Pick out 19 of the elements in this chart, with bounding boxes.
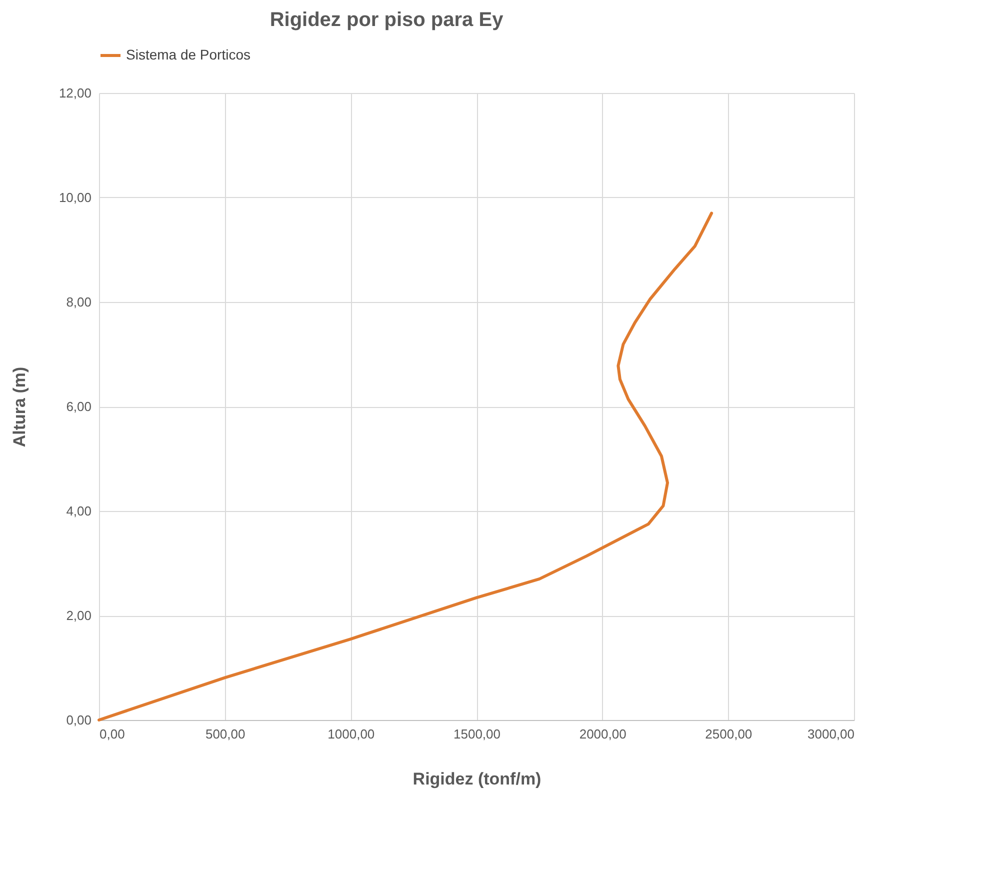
y-tick-label: 0,00 <box>66 712 92 728</box>
line-series <box>98 212 714 722</box>
x-tick-label: 500,00 <box>205 726 246 742</box>
chart-title: Rigidez por piso para Ey <box>270 9 504 31</box>
y-tick-label: 12,00 <box>58 86 92 100</box>
y-axis-title: Altura (m) <box>10 366 29 448</box>
legend-label: Sistema de Porticos <box>126 46 250 62</box>
y-tick-label: 4,00 <box>66 504 92 518</box>
x-tick-label: 1500,00 <box>454 726 500 742</box>
y-tick-label: 8,00 <box>66 294 92 310</box>
x-tick-label: 2000,00 <box>579 726 626 742</box>
x-tick-label: 0,00 <box>100 726 125 742</box>
y-tick-label: 10,00 <box>58 190 92 205</box>
x-tick-label: 2500,00 <box>705 726 752 742</box>
x-tick-label: 1000,00 <box>328 726 375 742</box>
y-tick-label: 2,00 <box>66 608 92 623</box>
x-axis-title: Rigidez (tonf/m) <box>412 770 542 788</box>
x-tick-label: 3000,00 <box>808 726 854 742</box>
y-tick-label: 6,00 <box>66 399 92 414</box>
